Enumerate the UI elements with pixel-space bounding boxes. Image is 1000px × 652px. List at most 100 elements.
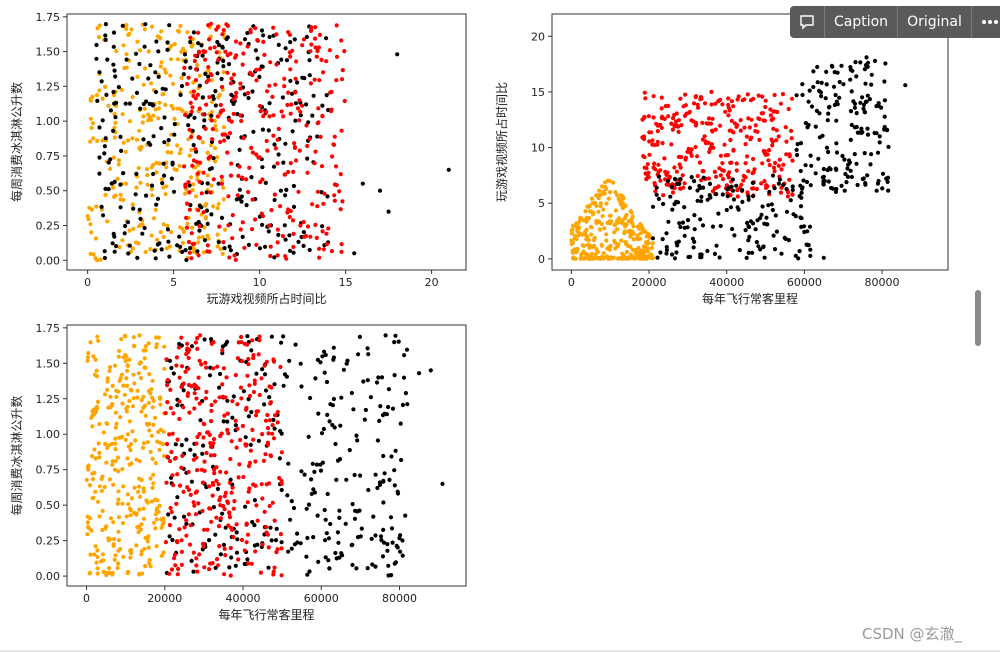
data-point: [807, 88, 812, 93]
data-point: [773, 160, 778, 166]
data-point: [305, 535, 310, 541]
data-point: [849, 89, 854, 94]
scrollbar-handle[interactable]: [975, 290, 981, 346]
data-point: [97, 422, 102, 427]
data-point: [249, 410, 254, 415]
data-point: [690, 236, 696, 241]
data-point: [207, 538, 212, 543]
data-point: [106, 160, 111, 165]
data-point: [839, 63, 844, 68]
data-point: [592, 236, 597, 241]
data-point: [136, 530, 141, 535]
data-point: [287, 233, 292, 238]
data-point: [209, 118, 214, 123]
data-point: [861, 106, 866, 111]
data-point: [291, 169, 296, 174]
data-point: [178, 147, 183, 152]
data-point: [298, 541, 303, 546]
data-point: [668, 194, 673, 199]
data-point: [707, 181, 713, 186]
data-point: [324, 242, 329, 247]
data-point: [664, 247, 670, 253]
data-point: [157, 100, 162, 105]
data-point: [718, 173, 723, 178]
comment-button[interactable]: [790, 6, 825, 38]
data-point: [103, 22, 108, 27]
data-point: [99, 559, 104, 564]
data-point: [167, 523, 173, 528]
caption-button[interactable]: Caption: [825, 6, 899, 38]
more-button[interactable]: [972, 6, 1000, 38]
data-point: [848, 109, 854, 114]
data-point: [112, 194, 117, 199]
data-point: [712, 169, 718, 174]
data-point: [111, 231, 116, 236]
data-point: [152, 248, 157, 253]
data-point: [638, 236, 643, 241]
data-point: [307, 247, 312, 253]
data-point: [286, 90, 291, 95]
data-point: [268, 60, 273, 65]
data-point: [717, 255, 722, 260]
data-point: [288, 67, 293, 72]
data-point: [319, 57, 324, 63]
data-point: [678, 165, 683, 170]
data-point: [381, 540, 387, 545]
data-point: [220, 32, 225, 37]
data-point: [192, 503, 197, 508]
data-point: [238, 437, 243, 443]
data-point: [148, 81, 154, 86]
data-point: [89, 415, 94, 420]
data-point: [128, 551, 134, 556]
data-point: [121, 43, 126, 48]
data-point: [390, 406, 396, 411]
original-button[interactable]: Original: [898, 6, 972, 38]
data-point: [672, 124, 677, 129]
data-point: [794, 147, 799, 152]
data-point: [880, 186, 885, 191]
data-point: [397, 536, 402, 541]
data-point: [287, 215, 292, 220]
data-point: [334, 183, 339, 188]
data-point: [234, 197, 239, 202]
data-point: [205, 150, 210, 155]
data-point: [650, 236, 656, 241]
data-point: [707, 149, 712, 155]
data-point: [594, 203, 599, 208]
data-point: [169, 230, 174, 235]
x-tick-label: 20000: [147, 592, 182, 605]
data-point: [392, 561, 397, 566]
data-point: [800, 82, 805, 87]
data-point: [354, 566, 359, 571]
data-point: [826, 179, 831, 184]
data-point: [368, 395, 373, 400]
data-point: [108, 516, 114, 521]
data-point: [340, 199, 345, 204]
data-point: [882, 127, 887, 132]
data-point: [107, 570, 112, 575]
data-point: [685, 218, 691, 223]
data-point: [743, 228, 748, 233]
data-point: [211, 441, 216, 446]
data-point: [283, 193, 288, 198]
data-point: [224, 470, 229, 475]
data-point: [699, 199, 704, 204]
data-point: [186, 391, 191, 396]
data-point: [247, 393, 253, 399]
data-point: [131, 335, 136, 340]
data-point: [854, 74, 859, 79]
data-point: [111, 543, 116, 549]
data-point: [125, 571, 130, 576]
data-point: [111, 30, 117, 35]
data-point: [116, 548, 121, 553]
data-point: [768, 107, 773, 112]
data-point: [104, 421, 109, 426]
data-point: [337, 508, 342, 513]
data-point: [170, 431, 175, 436]
data-point: [142, 225, 147, 231]
data-point: [869, 72, 874, 77]
data-point: [377, 188, 383, 193]
data-point: [705, 197, 710, 202]
data-point: [238, 113, 243, 118]
data-point: [586, 238, 591, 243]
